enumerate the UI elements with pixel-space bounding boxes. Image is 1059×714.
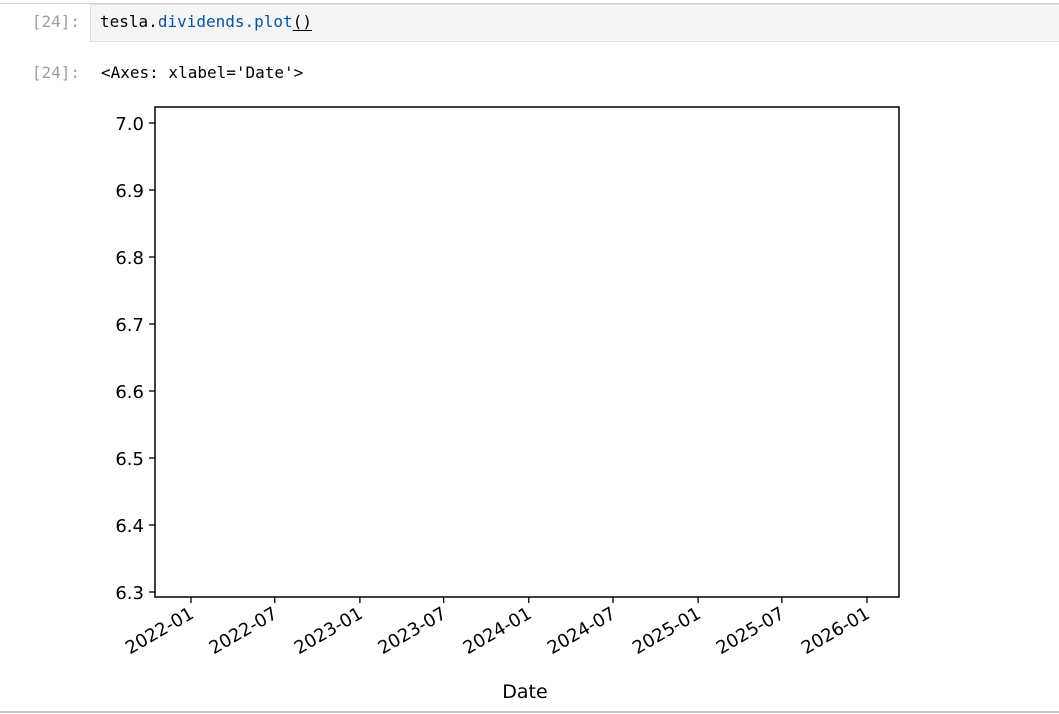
x-tick-label: 2025-07	[713, 603, 789, 659]
x-tick-label: 2026-01	[798, 603, 874, 659]
y-tick-label: 6.8	[115, 248, 144, 269]
y-tick-label: 6.7	[115, 315, 144, 336]
x-tick-label: 2022-07	[206, 603, 282, 659]
code-attribute: dividends	[157, 12, 245, 31]
code-method: plot	[254, 12, 293, 31]
input-prompt: [24]:	[31, 12, 80, 31]
code-line[interactable]: tesla.dividends.plot()	[100, 12, 312, 31]
x-tick-label: 2023-01	[291, 603, 367, 659]
x-tick-label: 2023-07	[374, 603, 450, 659]
code-call-parens: ()	[292, 12, 312, 31]
cell-bottom-border	[0, 711, 1059, 713]
code-object: tesla	[100, 12, 149, 31]
y-tick-label: 6.6	[115, 382, 144, 403]
output-prompt: [24]:	[31, 63, 80, 82]
code-dot: .	[244, 12, 255, 31]
code-dot: .	[148, 12, 158, 31]
output-repr: <Axes: xlabel='Date'>	[101, 63, 304, 82]
plot-frame	[154, 106, 900, 598]
y-tick-label: 6.5	[115, 449, 144, 470]
code-input-area[interactable]: tesla.dividends.plot()	[90, 4, 1059, 42]
x-tick-label: 2024-07	[544, 603, 620, 659]
y-tick-label: 6.3	[115, 583, 144, 604]
x-axis-label: Date	[502, 681, 547, 703]
y-tick-label: 7.0	[115, 114, 144, 135]
y-tick-label: 6.4	[115, 516, 144, 537]
y-tick-label: 6.9	[115, 181, 144, 202]
x-tick-label: 2025-01	[629, 603, 705, 659]
x-tick-label: 2022-01	[122, 603, 198, 659]
cell-top-border	[0, 0, 1059, 4]
x-tick-label: 2024-01	[460, 603, 536, 659]
